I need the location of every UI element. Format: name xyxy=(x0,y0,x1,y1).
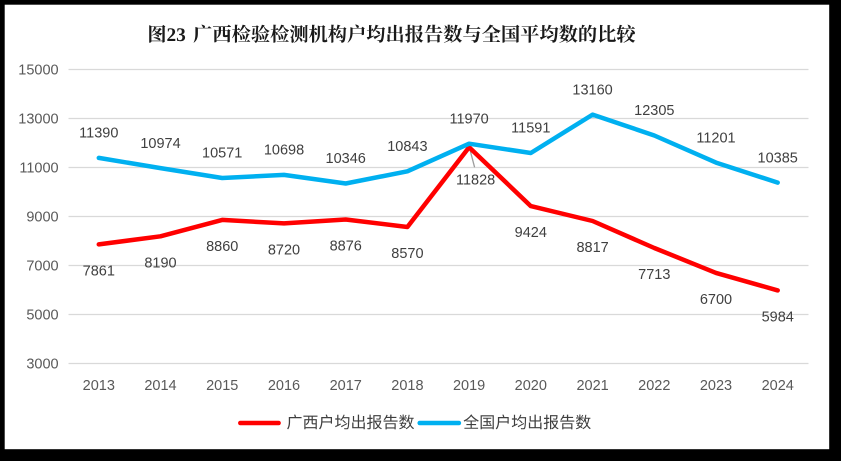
svg-text:8570: 8570 xyxy=(391,246,423,262)
svg-text:10571: 10571 xyxy=(202,146,242,162)
svg-text:11591: 11591 xyxy=(511,121,550,137)
svg-text:7861: 7861 xyxy=(83,263,115,279)
svg-text:8876: 8876 xyxy=(330,239,362,255)
svg-text:2017: 2017 xyxy=(330,378,362,394)
svg-text:10346: 10346 xyxy=(326,151,366,167)
svg-text:3000: 3000 xyxy=(26,357,58,373)
svg-text:8720: 8720 xyxy=(268,242,300,258)
svg-text:7713: 7713 xyxy=(638,267,670,283)
svg-text:11390: 11390 xyxy=(79,126,118,142)
svg-text:10698: 10698 xyxy=(264,143,304,159)
svg-text:2021: 2021 xyxy=(576,378,608,394)
svg-text:10974: 10974 xyxy=(140,136,180,152)
svg-text:15000: 15000 xyxy=(18,63,58,79)
svg-text:13160: 13160 xyxy=(572,82,612,98)
svg-text:2020: 2020 xyxy=(515,378,547,394)
svg-text:11828: 11828 xyxy=(456,173,495,189)
svg-text:11201: 11201 xyxy=(696,130,735,146)
svg-text:8817: 8817 xyxy=(576,240,608,256)
svg-text:2015: 2015 xyxy=(206,378,238,394)
svg-text:10385: 10385 xyxy=(758,150,798,166)
svg-text:11000: 11000 xyxy=(19,161,58,177)
svg-text:2022: 2022 xyxy=(638,378,670,394)
svg-text:8860: 8860 xyxy=(206,239,238,255)
svg-text:13000: 13000 xyxy=(18,112,58,128)
svg-text:10843: 10843 xyxy=(387,139,427,155)
svg-text:8190: 8190 xyxy=(144,255,176,271)
svg-text:12305: 12305 xyxy=(634,103,674,119)
svg-text:7000: 7000 xyxy=(26,259,58,275)
svg-text:9424: 9424 xyxy=(515,225,547,241)
svg-text:2014: 2014 xyxy=(144,378,176,394)
svg-text:2018: 2018 xyxy=(391,378,423,394)
svg-text:2016: 2016 xyxy=(268,378,300,394)
svg-text:6700: 6700 xyxy=(700,292,732,308)
svg-text:5000: 5000 xyxy=(26,308,58,324)
svg-text:2024: 2024 xyxy=(762,378,794,394)
svg-text:9000: 9000 xyxy=(26,210,58,226)
svg-text:11970: 11970 xyxy=(449,111,488,127)
svg-text:2019: 2019 xyxy=(453,378,485,394)
svg-text:2013: 2013 xyxy=(83,378,115,394)
svg-text:5984: 5984 xyxy=(762,309,794,325)
svg-text:2023: 2023 xyxy=(700,378,732,394)
